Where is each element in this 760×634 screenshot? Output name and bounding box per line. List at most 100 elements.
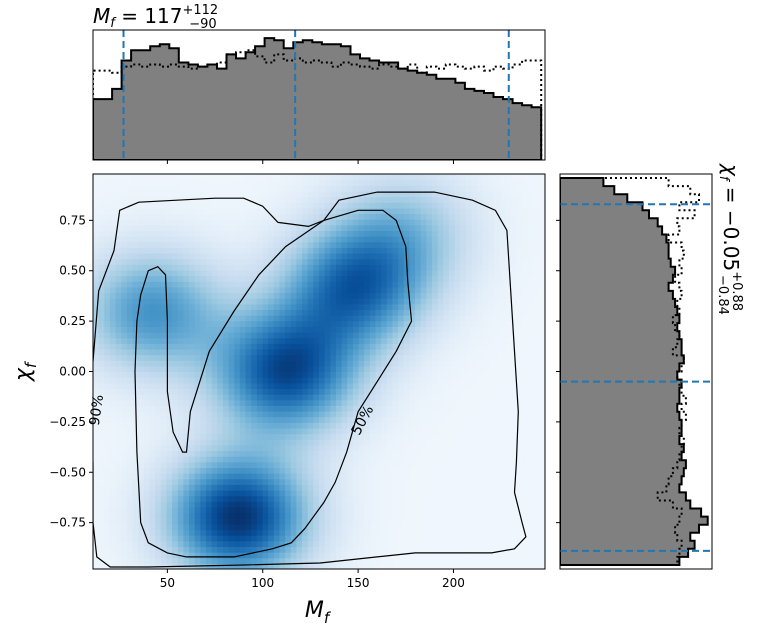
heatmap-cell [256, 439, 264, 446]
heatmap-cell [98, 320, 105, 327]
heatmap-cell [448, 219, 456, 226]
heatmap-cell [482, 236, 490, 243]
heatmap-cell [234, 202, 241, 209]
heatmap-cell [494, 433, 501, 440]
heatmap-cell [149, 258, 156, 265]
heatmap-cell [234, 388, 241, 395]
heatmap-cell [460, 377, 467, 384]
heatmap-cell [494, 416, 501, 423]
heatmap-cell [420, 411, 427, 418]
heatmap-cell [313, 236, 320, 243]
heatmap-cell [126, 563, 134, 569]
heatmap-cell [217, 224, 224, 232]
heatmap-cell [454, 298, 461, 305]
heatmap-cell [228, 495, 235, 502]
heatmap-cell [352, 506, 360, 514]
heatmap-cell [279, 461, 286, 469]
heatmap-cell [189, 247, 196, 254]
heatmap-cell [239, 422, 247, 429]
heatmap-cell [109, 371, 117, 378]
heatmap-cell [115, 388, 122, 395]
heatmap-cell [126, 269, 134, 277]
heatmap-cell [121, 185, 128, 192]
heatmap-cell [465, 309, 473, 316]
heatmap-cell [319, 196, 326, 203]
heatmap-cell [471, 179, 478, 186]
heatmap-cell [194, 360, 201, 367]
heatmap-cell [347, 286, 354, 294]
heatmap-cell [358, 298, 365, 305]
heatmap-cell [454, 535, 461, 542]
heatmap-cell [115, 563, 122, 569]
heatmap-cell [352, 540, 360, 548]
heatmap-cell [262, 467, 269, 474]
heatmap-cell [443, 501, 450, 508]
heatmap-cell [290, 377, 297, 384]
heatmap-cell [239, 207, 247, 215]
heatmap-cell [155, 298, 162, 305]
heatmap-cell [352, 275, 360, 282]
heatmap-cell [126, 540, 134, 548]
heatmap-cell [217, 382, 224, 390]
heatmap-cell [381, 269, 388, 277]
heatmap-cell [409, 326, 416, 333]
heatmap-cell [313, 281, 320, 288]
heatmap-cell [313, 439, 320, 446]
heatmap-cell [93, 394, 100, 401]
heatmap-cell [211, 348, 218, 356]
heatmap-cell [206, 501, 213, 508]
heatmap-cell [268, 523, 275, 531]
heatmap-cell [177, 523, 184, 531]
heatmap-cell [189, 298, 196, 305]
heatmap-cell [454, 303, 461, 311]
heatmap-cell [420, 320, 427, 327]
heatmap-cell [268, 348, 275, 356]
heatmap-cell [126, 546, 134, 553]
heatmap-cell [386, 179, 394, 186]
heatmap-cell [222, 506, 230, 514]
heatmap-cell [104, 540, 111, 548]
heatmap-cell [109, 405, 117, 412]
heatmap-cell [109, 174, 117, 181]
heatmap-cell [160, 213, 168, 220]
heatmap-cell [132, 202, 139, 209]
heatmap-cell [302, 281, 309, 288]
heatmap-cell [109, 219, 117, 226]
heatmap-cell [307, 298, 314, 305]
heatmap-cell [347, 563, 354, 569]
heatmap-cell [222, 518, 230, 525]
heatmap-cell [341, 179, 348, 186]
heatmap-cell [364, 207, 371, 215]
heatmap-cell [138, 546, 145, 553]
heatmap-cell [200, 484, 207, 491]
heatmap-cell [285, 185, 292, 192]
heatmap-cell [138, 450, 145, 457]
heatmap-cell [437, 467, 444, 474]
heatmap-cell [364, 523, 371, 531]
heatmap-cell [460, 394, 467, 401]
heatmap-cell [364, 535, 371, 542]
heatmap-cell [160, 433, 168, 440]
heatmap-cell [335, 405, 343, 412]
heatmap-cell [460, 309, 467, 316]
heatmap-cell [273, 320, 281, 327]
heatmap-cell [115, 303, 122, 311]
heatmap-cell [302, 236, 309, 243]
heatmap-cell [93, 399, 100, 406]
heatmap-cell [488, 241, 495, 248]
heatmap-cell [166, 523, 173, 531]
heatmap-cell [448, 382, 456, 390]
heatmap-cell [115, 540, 122, 548]
heatmap-cell [149, 501, 156, 508]
heatmap-cell [177, 546, 184, 553]
heatmap-cell [477, 427, 484, 435]
heatmap-cell [268, 433, 275, 440]
heatmap-cell [454, 230, 461, 237]
heatmap-cell [109, 236, 117, 243]
heatmap-cell [104, 552, 111, 559]
heatmap-cell [319, 405, 326, 412]
heatmap-cell [149, 427, 156, 435]
heatmap-cell [115, 315, 122, 322]
heatmap-cell [217, 337, 224, 344]
heatmap-cell [126, 236, 134, 243]
